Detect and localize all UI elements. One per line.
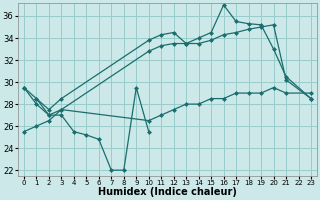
X-axis label: Humidex (Indice chaleur): Humidex (Indice chaleur) <box>98 187 237 197</box>
